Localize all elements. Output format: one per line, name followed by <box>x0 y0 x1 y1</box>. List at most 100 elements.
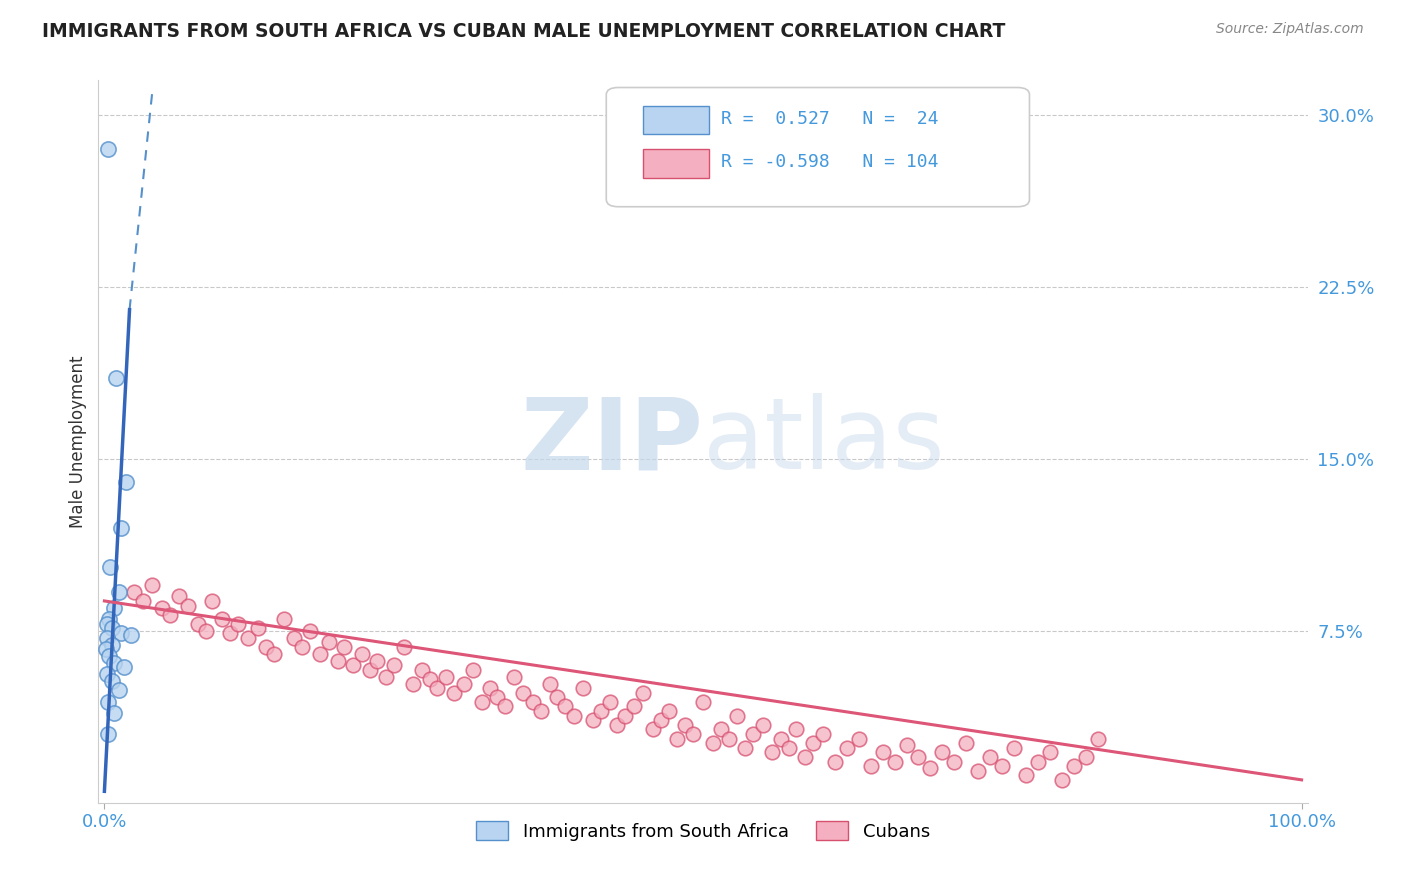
Point <box>103 600 125 615</box>
Point <box>896 739 918 753</box>
Point <box>201 594 224 608</box>
Point <box>318 635 340 649</box>
Point <box>907 750 929 764</box>
Point <box>434 670 457 684</box>
Point <box>100 622 122 636</box>
Point <box>1039 745 1062 759</box>
Point <box>419 672 441 686</box>
Text: atlas: atlas <box>703 393 945 490</box>
Point <box>236 631 259 645</box>
Point <box>582 713 605 727</box>
Point <box>725 708 748 723</box>
Point <box>606 718 628 732</box>
Point <box>835 740 858 755</box>
Point <box>522 695 544 709</box>
Point <box>195 624 218 638</box>
Point <box>495 699 517 714</box>
Point <box>761 745 783 759</box>
Point <box>333 640 356 654</box>
Point <box>650 713 672 727</box>
Point <box>979 750 1001 764</box>
Point <box>512 686 534 700</box>
Point <box>177 599 200 613</box>
FancyBboxPatch shape <box>606 87 1029 207</box>
Point <box>1074 750 1097 764</box>
Point <box>97 727 120 741</box>
Point <box>167 590 190 604</box>
Point <box>599 695 621 709</box>
Point <box>100 559 122 574</box>
Point <box>920 761 942 775</box>
Point <box>228 616 250 631</box>
Point <box>374 670 396 684</box>
Point <box>115 475 138 489</box>
Point <box>682 727 704 741</box>
Point <box>359 663 381 677</box>
Point <box>591 704 613 718</box>
Point <box>103 706 125 721</box>
Point <box>141 578 163 592</box>
Point <box>326 654 349 668</box>
Point <box>97 695 120 709</box>
Point <box>742 727 765 741</box>
Bar <box>643 105 709 135</box>
Point <box>342 658 364 673</box>
Point <box>883 755 905 769</box>
Point <box>132 594 155 608</box>
Point <box>546 690 568 705</box>
Point <box>150 600 173 615</box>
Point <box>392 640 415 654</box>
Point <box>955 736 977 750</box>
Point <box>107 683 129 698</box>
Point <box>538 676 561 690</box>
Point <box>110 626 132 640</box>
Point <box>382 658 405 673</box>
Legend: Immigrants from South Africa, Cubans: Immigrants from South Africa, Cubans <box>468 814 938 848</box>
Point <box>702 736 724 750</box>
Point <box>1026 755 1049 769</box>
Point <box>554 699 576 714</box>
Point <box>991 759 1014 773</box>
Point <box>100 638 122 652</box>
Point <box>967 764 990 778</box>
Point <box>572 681 595 695</box>
Point <box>665 731 688 746</box>
Point <box>96 667 118 681</box>
Point <box>110 520 132 534</box>
Point <box>801 736 824 750</box>
Point <box>1087 731 1109 746</box>
Text: ZIP: ZIP <box>520 393 703 490</box>
Point <box>793 750 815 764</box>
Point <box>718 731 741 746</box>
Point <box>107 584 129 599</box>
Point <box>1002 740 1025 755</box>
Point <box>411 663 433 677</box>
Point <box>299 624 322 638</box>
Point <box>778 740 800 755</box>
Point <box>614 708 637 723</box>
Point <box>811 727 834 741</box>
Text: Source: ZipAtlas.com: Source: ZipAtlas.com <box>1216 22 1364 37</box>
Point <box>366 654 388 668</box>
Point <box>246 622 269 636</box>
Point <box>631 686 654 700</box>
Point <box>824 755 846 769</box>
Point <box>752 718 775 732</box>
Point <box>769 731 792 746</box>
Point <box>530 704 553 718</box>
Point <box>211 612 233 626</box>
Point <box>263 647 285 661</box>
Point <box>710 723 733 737</box>
Point <box>402 676 425 690</box>
Text: IMMIGRANTS FROM SOUTH AFRICA VS CUBAN MALE UNEMPLOYMENT CORRELATION CHART: IMMIGRANTS FROM SOUTH AFRICA VS CUBAN MA… <box>42 22 1005 41</box>
Point <box>502 670 524 684</box>
Point <box>283 631 305 645</box>
Point <box>98 612 121 626</box>
Point <box>1050 772 1073 787</box>
Point <box>486 690 509 705</box>
Point <box>673 718 696 732</box>
Point <box>623 699 645 714</box>
Text: R = -0.598   N = 104: R = -0.598 N = 104 <box>721 153 939 171</box>
Point <box>97 142 120 156</box>
Point <box>112 660 135 674</box>
